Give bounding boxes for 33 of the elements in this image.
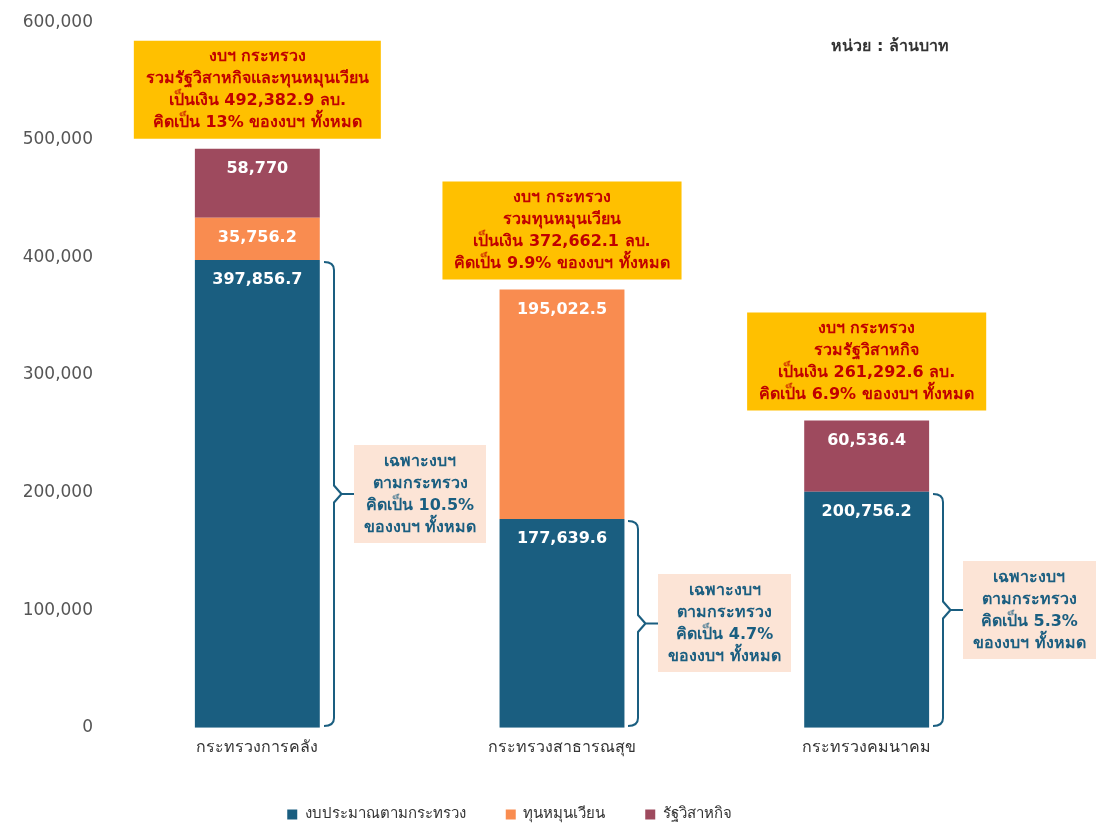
x-tick-label: กระทรวงคมนาคม — [802, 736, 932, 756]
x-tick-label: กระทรวงสาธารณสุข — [488, 736, 636, 757]
annotation: งบฯ กระทรวง รวมรัฐวิสาหกิจ เป็นเงิน 261,292.6 ลบ. คิดเป็น 6.9% ของงบฯ ทั้งหมด — [759, 317, 975, 403]
bar — [194, 148, 320, 218]
y-tick-label: 100,000 — [22, 598, 93, 619]
bar — [499, 518, 625, 728]
annotation: เฉพาะงบฯ ตามกระทรวง คิดเป็น 5.3% ของงบฯ ทั้งหมด — [963, 560, 1096, 659]
text: 200,756.2 — [821, 500, 912, 520]
y-tick-label: 400,000 — [22, 245, 93, 266]
text: 195,022.5 — [516, 298, 608, 318]
annotation: เฉพาะงบฯ ตามกระทรวง คิดเป็น 10.5% ของงบฯ ทั้งหมด — [353, 444, 487, 543]
text: 35,756.2 — [217, 227, 297, 247]
bar — [194, 259, 320, 728]
legend-label: รัฐวิสาหกิจ — [662, 804, 732, 823]
text: 397,856.7 — [212, 269, 303, 289]
y-tick-label: 200,000 — [22, 481, 93, 502]
annotation: เฉพาะงบฯ ตามกระทรวง คิดเป็น 4.7% ของงบฯ ทั้งหมด — [658, 574, 792, 673]
annotation: งบฯ กระทรวง รวมรัฐวิสาหกิจและทุนหมุนเวียน เป็นเงิน 492,382.9 ลบ. คิดเป็น 13% ของงบฯ ทั้งหมด — [145, 45, 369, 131]
bar — [804, 420, 930, 492]
y-tick-label: 300,000 — [22, 363, 93, 384]
text: 58,770 — [226, 157, 289, 177]
y-tick-label: 500,000 — [22, 128, 93, 149]
annotation: งบฯ กระทรวง รวมทุนหมุนเวียน เป็นเงิน 372,662.1 ลบ. คิดเป็น 9.9% ของงบฯ ทั้งหมด — [454, 186, 670, 272]
bar — [804, 491, 930, 728]
legend-label: ทุนหมุนเวียน — [523, 804, 606, 824]
annotation: หน่วย : ล้านบาท — [831, 36, 949, 56]
y-tick-label: 600,000 — [22, 10, 93, 31]
bar — [499, 289, 625, 519]
text: 60,536.4 — [827, 429, 907, 449]
x-tick-label: กระทรวงการคลัง — [196, 736, 319, 756]
text: 177,639.6 — [516, 528, 608, 548]
y-tick-label: 0 — [82, 716, 93, 737]
legend-label: งบประมาณตามกระทรวง — [304, 804, 466, 823]
